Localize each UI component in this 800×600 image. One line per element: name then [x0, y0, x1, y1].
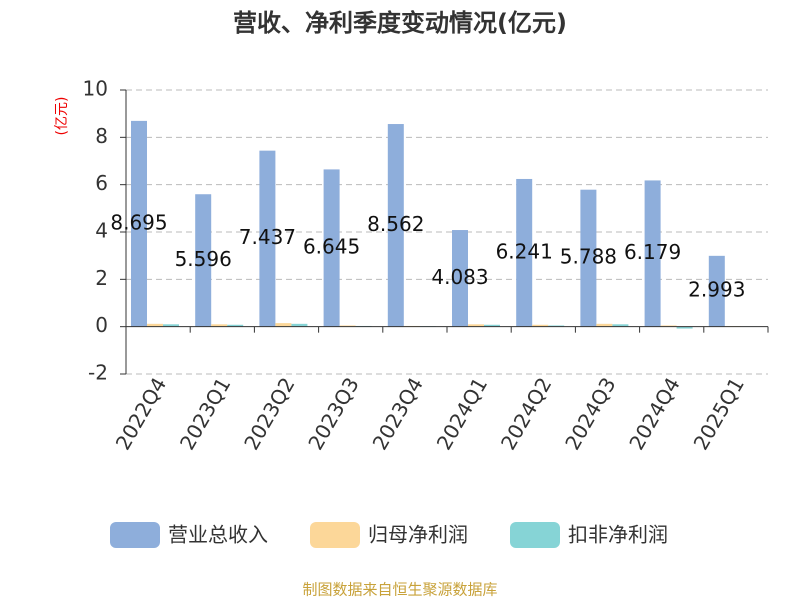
x-tick-label: 2024Q4: [624, 373, 684, 454]
data-label: 5.788: [560, 245, 617, 269]
x-tick-label: 2023Q1: [175, 373, 235, 454]
legend-swatch: [510, 522, 560, 548]
bar: [195, 194, 212, 327]
data-label: 6.241: [496, 239, 553, 263]
legend-swatch: [310, 522, 360, 548]
bar: [708, 255, 725, 327]
bar: [291, 323, 308, 327]
x-tick-label: 2025Q1: [689, 373, 749, 454]
bar: [131, 120, 147, 327]
bar: [339, 325, 356, 327]
bar: [532, 324, 549, 327]
y-axis-label: (亿元): [54, 97, 70, 136]
x-tick-label: 2024Q3: [560, 373, 620, 454]
data-label: 5.596: [175, 247, 232, 271]
bar: [452, 230, 468, 327]
legend-label: 营业总收入: [168, 523, 268, 547]
legend-swatch: [110, 522, 160, 548]
x-tick-label: 2023Q3: [303, 373, 363, 454]
data-label: 2.993: [688, 278, 745, 302]
legend-label: 归母净利润: [368, 523, 468, 547]
bar: [323, 169, 340, 327]
x-tick-label: 2024Q2: [496, 373, 556, 454]
bar: [468, 324, 484, 327]
y-tick-label: 2: [95, 266, 108, 290]
y-tick-label: 0: [95, 313, 108, 337]
data-label: 4.083: [431, 265, 488, 289]
bar: [211, 324, 228, 327]
bar: [147, 323, 163, 327]
y-tick-label: 6: [95, 171, 108, 195]
x-tick-label: 2022Q4: [111, 373, 171, 454]
bar: [227, 324, 244, 327]
bar: [612, 324, 629, 327]
bar: [660, 325, 677, 327]
data-label: 8.695: [110, 210, 167, 234]
bar: [596, 323, 613, 327]
bar: [275, 323, 292, 327]
chart-title: 营收、净利季度变动情况(亿元): [233, 9, 567, 37]
y-tick-label: -2: [88, 361, 108, 385]
bar: [484, 324, 500, 327]
data-label: 6.645: [303, 235, 360, 259]
x-tick-label: 2024Q1: [432, 373, 492, 454]
data-label: 8.562: [367, 212, 424, 236]
y-tick-label: 8: [95, 124, 108, 148]
legend-label: 扣非净利润: [568, 523, 668, 547]
bar: [644, 180, 661, 327]
data-label: 7.437: [239, 225, 296, 249]
x-tick-label: 2023Q4: [368, 373, 428, 454]
bar: [516, 178, 533, 327]
bar: [163, 324, 179, 327]
data-label: 6.179: [624, 240, 681, 264]
bar: [548, 325, 565, 327]
y-tick-label: 4: [95, 219, 108, 243]
y-tick-label: 10: [83, 77, 108, 101]
bar: [676, 326, 693, 329]
bar: [387, 124, 404, 327]
x-tick-label: 2023Q2: [239, 373, 299, 454]
bar: [580, 189, 597, 327]
source-note: 制图数据来自恒生聚源数据库: [302, 581, 497, 599]
bar: [259, 150, 276, 327]
